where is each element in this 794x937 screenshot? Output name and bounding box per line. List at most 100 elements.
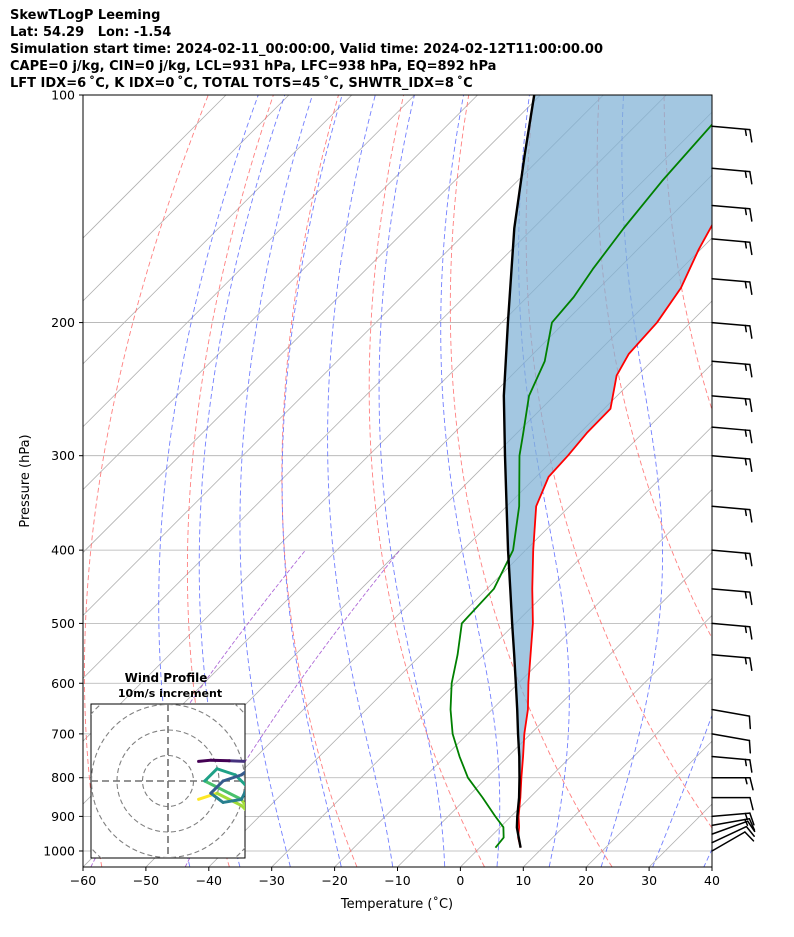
wind-barb [711, 395, 753, 413]
temperature-profile-line [517, 223, 712, 848]
instability-line: CAPE=0 j/kg, CIN=0 j/kg, LCL=931 hPa, LF… [10, 59, 497, 74]
dewpoint-profile-line [449, 123, 712, 849]
x-tick-label: 10 [515, 873, 531, 888]
wind-barb [711, 125, 753, 143]
wind-barb [711, 812, 755, 826]
cin-shading [503, 95, 712, 848]
hodograph-trace-segment [239, 788, 245, 801]
dry-adiabat [368, 95, 485, 867]
y-tick-label: 200 [51, 315, 75, 330]
isotherm-line [83, 95, 604, 616]
x-tick-label: 20 [578, 873, 594, 888]
x-tick-label: 0 [456, 873, 464, 888]
y-axis-label: Pressure (hPa) [18, 434, 33, 527]
isotherm-line [83, 95, 415, 428]
hodograph-trace-segment [239, 803, 245, 812]
isotherm-line [83, 95, 353, 365]
wind-barb [711, 321, 753, 339]
hodograph: Wind Profile 10m/s increment [90, 671, 266, 859]
moist-adiabat [198, 95, 286, 867]
dry-adiabat [449, 95, 613, 867]
wind-barb [711, 755, 753, 773]
hodograph-subtitle: 10m/s increment [118, 687, 222, 700]
isotherm-line [83, 95, 290, 302]
isotherm-line [523, 677, 712, 867]
y-tick-label: 300 [51, 448, 75, 463]
wind-barb [711, 454, 753, 472]
x-tick-label: −60 [70, 873, 96, 888]
moist-adiabat [239, 95, 313, 867]
isotherm-line [83, 95, 478, 491]
isotherm-line [397, 551, 712, 867]
y-tick-label: 500 [51, 616, 75, 631]
wind-barb [711, 825, 755, 844]
wind-barb [711, 776, 754, 791]
wind-barb [711, 733, 752, 754]
wind-barb [711, 426, 753, 444]
hodograph-trace-segment [227, 759, 245, 763]
y-tick-label: 100 [51, 88, 75, 103]
hodograph-trace-segment [239, 797, 245, 808]
hodograph-trace-segment [209, 791, 225, 804]
indices-line: LFT IDX=6 ˚C, K IDX=0 ˚C, TOTAL TOTS=45 … [10, 76, 473, 91]
y-tick-label: 900 [51, 809, 75, 824]
hodograph-trace-segment [239, 770, 245, 777]
moist-adiabat [440, 95, 501, 867]
dry-adiabat [663, 95, 712, 412]
wind-barb [711, 708, 752, 730]
isotherm-line [83, 95, 227, 239]
hodograph-title: Wind Profile [125, 671, 208, 685]
wind-barb [711, 204, 753, 222]
isotherm-line [208, 363, 712, 867]
wind-barb [711, 622, 753, 640]
moist-adiabat [378, 95, 446, 867]
hodograph-trace-segment [203, 779, 219, 789]
x-axis-label: Temperature (˚C) [340, 896, 453, 912]
wind-barb [711, 588, 753, 606]
simulation-time-line: Simulation start time: 2024-02-11_00:00:… [10, 42, 603, 57]
x-tick-label: −40 [196, 873, 222, 888]
parcel-profile-line [502, 95, 536, 848]
wind-barb [711, 505, 753, 523]
moist-adiabat [652, 714, 712, 867]
chart-title: SkewTLogP Leeming [10, 8, 161, 23]
x-tick-label: 30 [641, 873, 657, 888]
moist-adiabat [327, 95, 394, 867]
x-tick-label: −20 [321, 873, 347, 888]
hodograph-trace-segment [221, 773, 243, 783]
hodograph-trace-segment [203, 767, 219, 783]
y-tick-label: 600 [51, 676, 75, 691]
hodograph-trace-segment [209, 758, 231, 763]
moist-adiabat [281, 95, 343, 867]
isotherm-line [711, 866, 712, 867]
moist-adiabat [518, 95, 570, 867]
location-line: Lat: 54.29 Lon: -1.54 [10, 25, 172, 40]
wind-barb [711, 360, 753, 378]
moist-adiabat [747, 95, 794, 882]
hodograph-trace-segment [209, 779, 225, 795]
x-tick-label: −50 [133, 873, 159, 888]
mixing-ratio-line [184, 549, 401, 867]
hodograph-trace-segment [215, 785, 231, 795]
x-tick-label: 40 [704, 873, 720, 888]
wind-barb [711, 818, 756, 831]
x-tick-label: −30 [259, 873, 285, 888]
wind-barb [711, 167, 753, 185]
hodograph-trace-segment [215, 767, 237, 777]
isotherm-line [83, 95, 541, 554]
hodograph-trace-segment [215, 791, 243, 807]
dry-adiabat [596, 95, 712, 640]
isotherm-line [460, 614, 712, 867]
wind-barb [711, 549, 753, 567]
chart-header: SkewTLogP Leeming Lat: 54.29 Lon: -1.54 … [10, 7, 603, 92]
hodograph-trace-segment [254, 763, 266, 766]
y-tick-label: 800 [51, 770, 75, 785]
hodograph-trace-segment [221, 797, 243, 804]
isotherm-line [334, 489, 712, 867]
x-tick-label: −10 [384, 873, 410, 888]
wind-barb [711, 277, 753, 296]
moist-adiabat [158, 95, 259, 867]
dry-adiabat [281, 95, 358, 867]
wind-barb [711, 653, 753, 671]
